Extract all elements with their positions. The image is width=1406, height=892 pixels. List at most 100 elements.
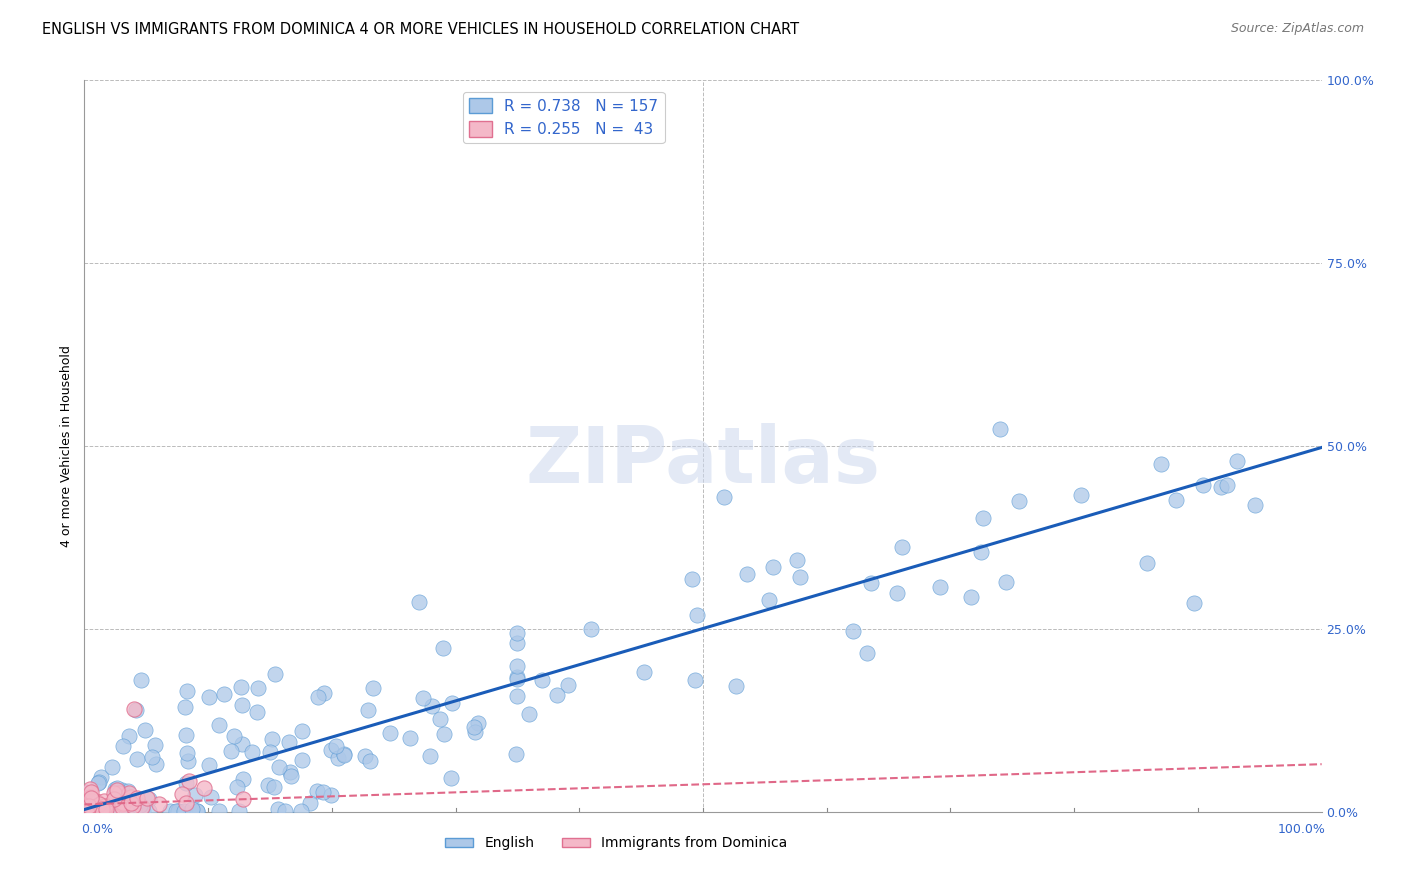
Text: ENGLISH VS IMMIGRANTS FROM DOMINICA 4 OR MORE VEHICLES IN HOUSEHOLD CORRELATION : ENGLISH VS IMMIGRANTS FROM DOMINICA 4 OR… [42, 22, 799, 37]
English [325, 739, 347, 753]
English [176, 684, 198, 698]
English [412, 690, 434, 705]
English [859, 575, 882, 590]
Immigrants from Dominica [136, 790, 159, 805]
English [232, 772, 254, 786]
English [505, 747, 527, 761]
English [222, 730, 245, 744]
Immigrants from Dominica [93, 794, 115, 808]
English [277, 735, 299, 749]
English [212, 687, 235, 701]
English [359, 754, 381, 768]
Immigrants from Dominica [94, 802, 117, 816]
English [299, 796, 322, 810]
English [104, 781, 127, 796]
English [506, 635, 529, 649]
Immigrants from Dominica [170, 787, 193, 801]
English [312, 785, 335, 799]
English [100, 760, 122, 774]
Immigrants from Dominica [90, 802, 112, 816]
English [1244, 498, 1267, 512]
English [928, 580, 950, 594]
English [1216, 478, 1239, 492]
English [789, 570, 811, 584]
English [145, 757, 167, 772]
Immigrants from Dominica [80, 794, 103, 808]
English [420, 699, 443, 714]
Immigrants from Dominica [94, 799, 117, 814]
English [725, 679, 748, 693]
English [856, 646, 879, 660]
English [361, 681, 384, 695]
English [105, 780, 128, 795]
English [995, 575, 1018, 590]
English [167, 804, 190, 818]
English [96, 804, 118, 818]
English [177, 754, 200, 768]
English [278, 765, 301, 780]
English [333, 747, 356, 762]
English [118, 729, 141, 743]
English [307, 690, 329, 704]
English [735, 567, 758, 582]
English [506, 658, 529, 673]
English [1166, 493, 1188, 508]
English [633, 665, 655, 679]
Immigrants from Dominica [82, 802, 104, 816]
Immigrants from Dominica [103, 791, 125, 805]
Text: ZIPatlas: ZIPatlas [526, 423, 880, 499]
English [1136, 556, 1159, 570]
Immigrants from Dominica [84, 794, 107, 808]
Immigrants from Dominica [118, 787, 141, 801]
English [326, 751, 349, 765]
English [125, 703, 148, 717]
English [129, 673, 152, 688]
English [186, 804, 208, 818]
English [685, 673, 707, 688]
English [432, 640, 454, 655]
English [1182, 596, 1205, 610]
English [143, 738, 166, 752]
English [890, 540, 912, 554]
English [90, 770, 112, 784]
English [77, 804, 100, 818]
English [357, 703, 380, 717]
English [117, 784, 139, 798]
English [263, 780, 285, 794]
English [290, 804, 312, 818]
English [231, 738, 253, 752]
English [886, 586, 908, 600]
English [1008, 493, 1031, 508]
English [198, 758, 221, 772]
English [517, 707, 540, 722]
English [129, 798, 152, 813]
English [103, 804, 125, 818]
English [419, 748, 441, 763]
English [433, 727, 456, 741]
Immigrants from Dominica [108, 786, 131, 800]
English [173, 804, 195, 818]
English [165, 804, 187, 818]
Immigrants from Dominica [193, 781, 215, 796]
Immigrants from Dominica [79, 802, 101, 816]
English [208, 718, 231, 732]
English [972, 511, 994, 525]
English [167, 804, 190, 818]
English [228, 804, 250, 818]
English [174, 728, 197, 742]
English [97, 804, 120, 818]
English [463, 720, 485, 734]
English [200, 790, 222, 805]
English [90, 804, 112, 818]
English [842, 624, 865, 638]
Immigrants from Dominica [94, 799, 117, 814]
English [1192, 478, 1215, 492]
Immigrants from Dominica [122, 799, 145, 814]
Immigrants from Dominica [80, 784, 103, 798]
English [557, 678, 579, 692]
English [408, 595, 430, 609]
English [101, 804, 124, 818]
Immigrants from Dominica [125, 791, 148, 805]
English [530, 673, 553, 687]
English [267, 802, 290, 816]
